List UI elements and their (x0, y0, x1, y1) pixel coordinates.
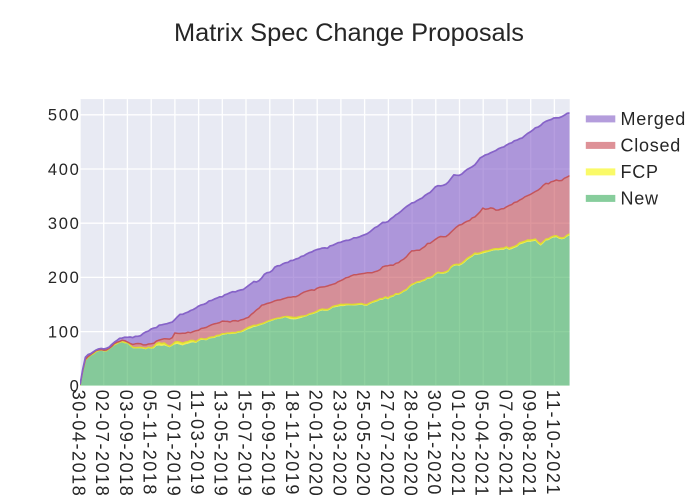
svg-text:15-07-2019: 15-07-2019 (234, 390, 254, 498)
svg-text:09-08-2021: 09-08-2021 (519, 390, 539, 498)
svg-text:New: New (621, 188, 660, 208)
svg-text:0: 0 (70, 378, 81, 396)
svg-text:13-05-2019: 13-05-2019 (211, 390, 231, 498)
svg-text:18-11-2019: 18-11-2019 (282, 390, 302, 496)
svg-text:03-09-2018: 03-09-2018 (116, 390, 136, 498)
svg-text:05-11-2018: 05-11-2018 (140, 390, 160, 496)
svg-text:20-01-2020: 20-01-2020 (306, 390, 326, 498)
svg-text:Merged: Merged (621, 109, 687, 129)
svg-text:07-06-2021: 07-06-2021 (495, 390, 515, 498)
svg-text:Matrix Spec Change Proposals: Matrix Spec Change Proposals (174, 19, 524, 47)
svg-text:16-09-2019: 16-09-2019 (258, 390, 278, 498)
svg-text:28-09-2020: 28-09-2020 (401, 390, 421, 498)
svg-text:400: 400 (48, 161, 81, 179)
svg-text:30-11-2020: 30-11-2020 (424, 390, 444, 496)
svg-text:11-03-2019: 11-03-2019 (187, 390, 207, 496)
svg-text:25-05-2020: 25-05-2020 (353, 390, 373, 498)
svg-text:30-04-2018: 30-04-2018 (68, 390, 88, 498)
svg-text:Closed: Closed (621, 135, 682, 155)
svg-text:11-10-2021: 11-10-2021 (543, 390, 563, 496)
svg-text:200: 200 (48, 269, 81, 287)
svg-text:01-02-2021: 01-02-2021 (448, 390, 468, 498)
svg-text:500: 500 (48, 107, 81, 125)
svg-text:300: 300 (48, 215, 81, 233)
svg-text:05-04-2021: 05-04-2021 (472, 390, 492, 498)
svg-text:27-07-2020: 27-07-2020 (377, 390, 397, 498)
svg-text:23-03-2020: 23-03-2020 (329, 390, 349, 498)
svg-text:02-07-2018: 02-07-2018 (92, 390, 112, 498)
svg-text:100: 100 (48, 323, 81, 341)
svg-text:07-01-2019: 07-01-2019 (163, 390, 183, 498)
svg-text:FCP: FCP (621, 162, 659, 182)
